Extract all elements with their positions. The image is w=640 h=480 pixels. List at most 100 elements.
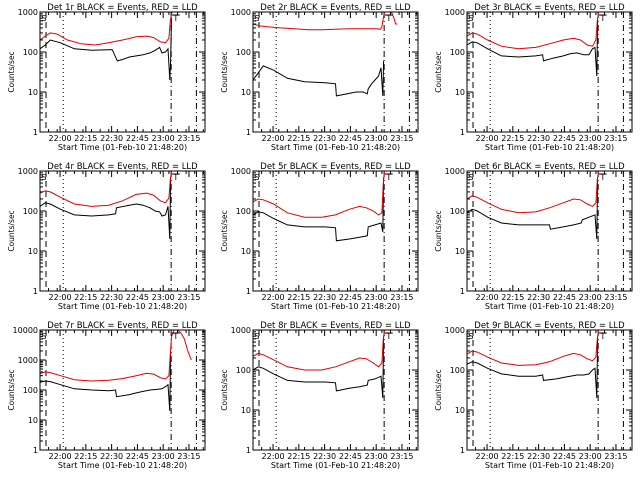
- x-tick-label: 22:45: [553, 293, 576, 302]
- y-axis-label: Counts/sec: [7, 51, 16, 92]
- x-tick-label: 22:45: [553, 134, 576, 143]
- x-tick-label: 22:30: [527, 293, 550, 302]
- y-tick-label: 10: [455, 406, 465, 415]
- y-axis-label: Counts/sec: [434, 369, 443, 410]
- x-tick-label: 22:00: [49, 293, 72, 302]
- y-tick-label: 100: [236, 48, 251, 57]
- marker-right: T: [599, 14, 605, 23]
- x-tick-label: 23:15: [604, 293, 627, 302]
- y-axis-label: Counts/sec: [7, 369, 16, 410]
- y-tick-label: 1: [460, 446, 465, 455]
- y-tick-label: 1000: [445, 8, 465, 17]
- y-tick-label: 100: [450, 366, 465, 375]
- marker-left: S: [468, 332, 473, 341]
- marker-left: S: [468, 14, 473, 23]
- lld-series-line: [40, 12, 177, 46]
- x-tick-label: 23:15: [177, 452, 200, 461]
- x-tick-label: 22:45: [339, 452, 362, 461]
- plot-frame: [252, 170, 419, 292]
- plot-frame: [252, 11, 419, 133]
- x-axis-label: Start Time (01-Feb-10 21:48:20): [58, 461, 187, 470]
- y-tick-label: 10: [241, 406, 251, 415]
- y-tick-label: 1: [246, 446, 251, 455]
- x-tick-label: 23:15: [177, 134, 200, 143]
- chart-title: Det 3r BLACK = Events, RED = LLD: [474, 3, 625, 13]
- x-tick-label: 23:00: [365, 293, 388, 302]
- y-tick-label: 1: [33, 287, 38, 296]
- x-tick-label: 23:15: [604, 134, 627, 143]
- x-tick-label: 22:45: [126, 452, 149, 461]
- marker-right: T: [599, 173, 605, 182]
- x-tick-label: 22:00: [476, 293, 499, 302]
- x-tick-label: 22:45: [339, 293, 362, 302]
- x-tick-label: 22:30: [527, 134, 550, 143]
- y-tick-label: 1000: [445, 326, 465, 335]
- x-tick-label: 22:30: [100, 293, 123, 302]
- x-tick-label: 22:15: [74, 134, 97, 143]
- y-tick-label: 1000: [18, 356, 38, 365]
- x-tick-label: 22:15: [287, 293, 310, 302]
- x-tick-label: 22:30: [313, 452, 336, 461]
- y-tick-label: 10: [455, 247, 465, 256]
- x-tick-label: 23:00: [579, 134, 602, 143]
- chart-title: Det 2r BLACK = Events, RED = LLD: [260, 3, 411, 13]
- y-tick-label: 10: [28, 416, 38, 425]
- x-tick-label: 23:00: [152, 293, 175, 302]
- marker-left: S: [254, 332, 259, 341]
- plot-frame: [39, 170, 206, 292]
- y-tick-label: 10: [241, 88, 251, 97]
- y-axis-label: Counts/sec: [7, 210, 16, 251]
- marker-right: T: [599, 332, 605, 341]
- y-tick-label: 1000: [231, 167, 251, 176]
- y-tick-label: 1000: [445, 167, 465, 176]
- x-tick-label: 23:15: [604, 452, 627, 461]
- x-tick-label: 22:15: [74, 452, 97, 461]
- chart-title: Det 4r BLACK = Events, RED = LLD: [47, 162, 198, 172]
- marker-left: S: [254, 173, 259, 182]
- chart-title: Det 6r BLACK = Events, RED = LLD: [474, 162, 625, 172]
- lld-series-line: [467, 171, 605, 214]
- y-tick-label: 100: [23, 386, 38, 395]
- marker-right: T: [172, 332, 178, 341]
- x-tick-label: 23:15: [390, 134, 413, 143]
- chart-title: Det 1r BLACK = Events, RED = LLD: [47, 3, 198, 13]
- y-tick-label: 1: [246, 287, 251, 296]
- marker-left: S: [468, 173, 473, 182]
- x-tick-label: 22:45: [126, 293, 149, 302]
- x-tick-label: 23:15: [390, 293, 413, 302]
- y-tick-label: 10: [28, 247, 38, 256]
- lld-series-line: [253, 171, 391, 218]
- y-tick-label: 100: [450, 207, 465, 216]
- lld-series-line: [467, 12, 605, 50]
- x-axis-label: Start Time (01-Feb-10 21:48:20): [485, 461, 614, 470]
- y-tick-label: 100: [450, 48, 465, 57]
- y-axis-label: Counts/sec: [220, 51, 229, 92]
- x-tick-label: 22:30: [527, 452, 550, 461]
- events-series-line: [40, 18, 172, 81]
- events-series-line: [253, 177, 385, 242]
- plot-frame: [466, 329, 633, 451]
- y-tick-label: 100: [236, 207, 251, 216]
- x-tick-label: 22:00: [49, 452, 72, 461]
- plot-frame: [252, 329, 419, 451]
- x-tick-label: 22:45: [339, 134, 362, 143]
- x-tick-label: 23:00: [152, 134, 175, 143]
- x-tick-label: 23:15: [390, 452, 413, 461]
- x-tick-label: 22:00: [262, 134, 285, 143]
- y-tick-label: 100: [23, 207, 38, 216]
- x-tick-label: 22:30: [100, 134, 123, 143]
- events-series-line: [467, 336, 599, 399]
- y-tick-label: 100: [23, 48, 38, 57]
- y-tick-label: 1: [246, 128, 251, 137]
- x-tick-label: 22:00: [262, 293, 285, 302]
- marker-left: S: [254, 14, 259, 23]
- plot-frame: [466, 11, 633, 133]
- marker-right: T: [172, 14, 178, 23]
- x-axis-label: Start Time (01-Feb-10 21:48:20): [271, 143, 400, 152]
- events-series-line: [253, 336, 385, 399]
- events-series-line: [467, 177, 599, 240]
